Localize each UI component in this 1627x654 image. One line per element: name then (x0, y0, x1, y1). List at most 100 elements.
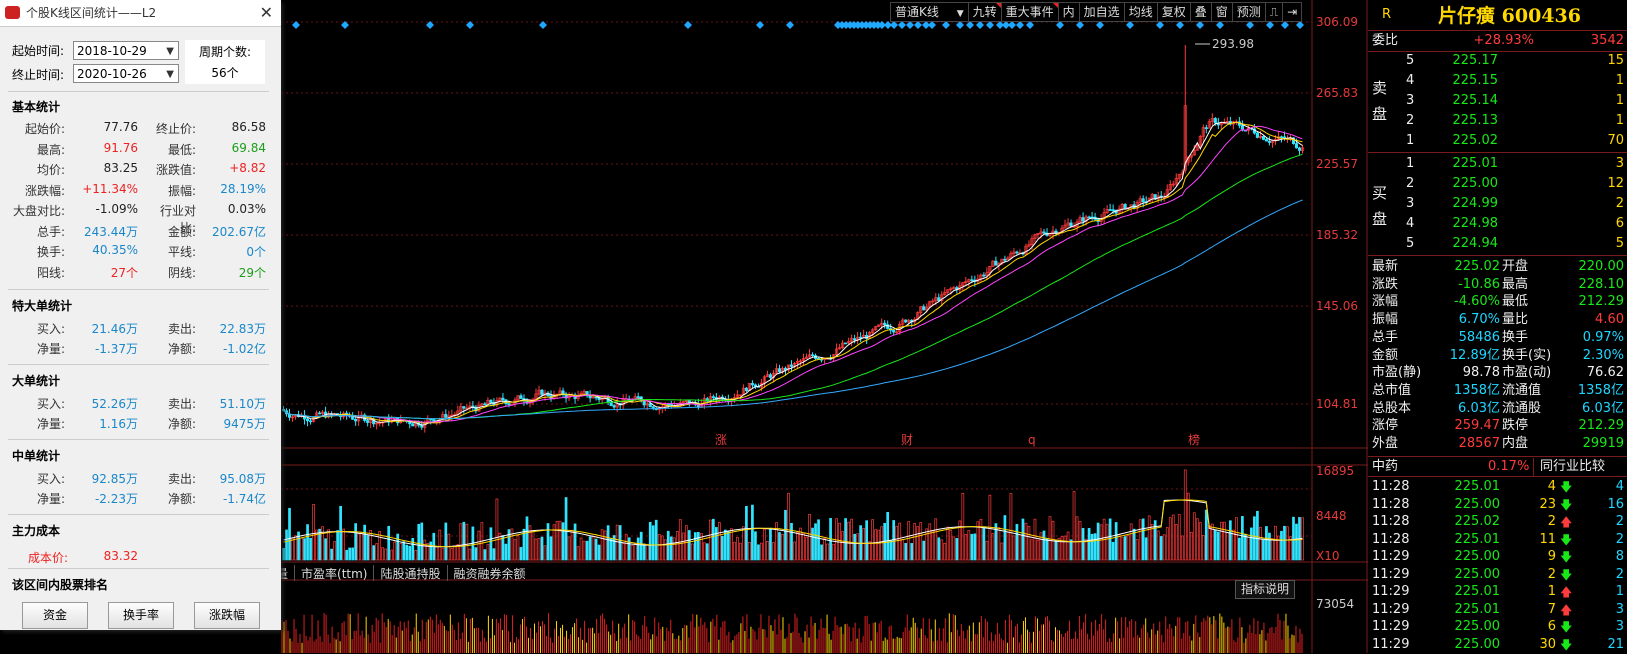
nine-turn-button[interactable]: 九转 (967, 2, 1001, 22)
buy-volume: 2 (1615, 196, 1624, 211)
inner-button[interactable]: 内 (1057, 2, 1079, 22)
price-tick: 306.09 (1316, 15, 1358, 29)
event-label[interactable]: 榜 (1188, 432, 1200, 447)
buy-level: 5 (1406, 236, 1415, 251)
tick-price: 225.00 (1454, 636, 1501, 652)
event-marker (1266, 21, 1274, 29)
large-stat-label: 净额: (167, 417, 196, 431)
event-marker (1126, 21, 1134, 29)
event-marker (1216, 21, 1224, 29)
sell-level: 2 (1406, 113, 1415, 128)
basic-stat-value: +8.82 (229, 161, 266, 175)
event-labels: 涨 财 q 榜 (715, 432, 1200, 447)
stat-value: -4.60% (1454, 294, 1500, 310)
large-stat-value: 1.16万 (99, 417, 138, 431)
stock-name: 片仔癀 (1438, 5, 1496, 27)
kline-type-dropdown[interactable]: 普通K线 ▼ (890, 2, 968, 22)
tab-hk-connect[interactable]: 陆股通持股 (374, 565, 448, 581)
xl-stat-label: 净额: (167, 342, 196, 356)
tick-volume: 4 (1547, 479, 1556, 494)
event-marker (539, 21, 547, 29)
event-markers[interactable] (292, 21, 1304, 29)
event-label[interactable]: 涨 (715, 432, 727, 447)
indicator-help-button[interactable]: 指标说明 (1235, 580, 1296, 599)
arrow-down-icon: 🡇 (1560, 497, 1573, 512)
basic-stat-value: 91.76 (103, 140, 138, 155)
basic-stat-label: 最高: (36, 142, 65, 157)
basic-stat-value: 28.19% (220, 181, 266, 196)
add-watchlist-button[interactable]: 加自选 (1078, 2, 1124, 22)
tick-time: 11:29 (1372, 601, 1410, 617)
rank-by-turnover-button[interactable]: 换手率 (108, 602, 174, 629)
arrow-up-icon: 🡅 (1560, 515, 1573, 529)
close-icon[interactable]: ✕ (259, 3, 273, 22)
sell-label-char: 卖 (1372, 79, 1388, 97)
stat-value: 1358亿 (1453, 382, 1500, 398)
stat-label: 流通股 (1502, 400, 1542, 416)
stat-value: 220.00 (1578, 259, 1625, 274)
tick-count: 21 (1607, 636, 1624, 652)
stat-label: 振幅 (1372, 312, 1399, 328)
event-marker (1016, 21, 1024, 29)
event-marker (922, 21, 930, 29)
tick-time: 11:29 (1372, 566, 1410, 582)
stat-value: 6.03亿 (1582, 400, 1624, 416)
industry-name[interactable]: 中药 (1372, 459, 1399, 474)
tick-price: 225.00 (1454, 566, 1501, 582)
rank-by-fund-button[interactable]: 资金 (22, 602, 88, 629)
start-time-label: 起始时间: (12, 44, 65, 58)
event-label[interactable]: 财 (901, 433, 913, 447)
stat-value: 4.60 (1595, 312, 1624, 328)
basic-stat-label: 涨跌幅: (24, 183, 65, 198)
stat-value: 6.70% (1458, 312, 1500, 328)
collapse-icon[interactable]: ⇥ (1282, 2, 1303, 22)
window-button[interactable]: 窗 (1210, 2, 1232, 22)
event-marker (884, 21, 892, 29)
event-marker (1296, 21, 1304, 29)
major-events-button[interactable]: 重大事件 (1000, 2, 1058, 22)
tick-count: 4 (1615, 479, 1624, 494)
stat-value: 259.47 (1454, 418, 1501, 434)
arrow-down-icon: 🡇 (1560, 480, 1573, 494)
event-marker (986, 21, 994, 29)
sell-side-label: 卖 盘 (1372, 75, 1387, 127)
industry-compare-button[interactable]: 同行业比较 (1533, 458, 1605, 476)
sell-price: 225.02 (1452, 133, 1499, 148)
basic-stat-value: 0个 (246, 245, 266, 259)
lower-tick: 73054 (1316, 597, 1354, 611)
price-axis: 306.09 265.83 225.57 185.32 145.06 104.8… (1316, 15, 1358, 611)
tick-price: 225.01 (1454, 479, 1501, 494)
app-icon (5, 6, 20, 19)
moving-average-button[interactable]: 均线 (1123, 2, 1157, 22)
stat-value: -10.86 (1458, 276, 1500, 292)
sell-level: 3 (1406, 93, 1415, 108)
tab-pe-ttm[interactable]: 市盈率(ttm) (295, 565, 375, 581)
tick-time: 11:29 (1372, 636, 1410, 652)
end-time-select[interactable]: 2020-10-26 (73, 64, 179, 84)
rank-by-change-button[interactable]: 涨跌幅 (194, 602, 260, 629)
price-tick: 265.83 (1316, 86, 1358, 100)
cost-price-value: 83.32 (103, 549, 138, 563)
event-marker (928, 21, 936, 29)
tick-price: 225.01 (1454, 601, 1501, 617)
event-label[interactable]: q (1028, 433, 1036, 447)
event-marker (1176, 21, 1184, 29)
large-stat-label: 卖出: (167, 397, 196, 411)
moving-averages (283, 121, 1303, 426)
basic-stat-label: 平线: (167, 245, 196, 259)
chart-toolbar: 普通K线 ▼ 九转 重大事件 内 加自选 均线 复权 叠 窗 预测 ⎍ ⇥ (890, 2, 1303, 22)
lock-icon[interactable]: ⎍ (1264, 2, 1283, 22)
start-time-select[interactable]: 2018-10-29 (73, 41, 179, 61)
sell-level: 5 (1406, 53, 1415, 68)
buy-level: 2 (1406, 176, 1415, 191)
stat-label: 市盈(静) (1372, 365, 1422, 381)
restore-rights-button[interactable]: 复权 (1156, 2, 1190, 22)
overlay-button[interactable]: 叠 (1189, 2, 1211, 22)
peak-price-marker: 293.98 (1195, 37, 1254, 51)
stat-label: 涨停 (1372, 418, 1399, 434)
tab-margin-balance[interactable]: 融资融券余额 (453, 567, 526, 581)
dialog-titlebar[interactable]: 个股K线区间统计——L2 ✕ (0, 0, 281, 27)
arrow-down-icon: 🡇 (1560, 620, 1573, 634)
forecast-button[interactable]: 预测 (1231, 2, 1265, 22)
event-marker (1281, 21, 1289, 29)
